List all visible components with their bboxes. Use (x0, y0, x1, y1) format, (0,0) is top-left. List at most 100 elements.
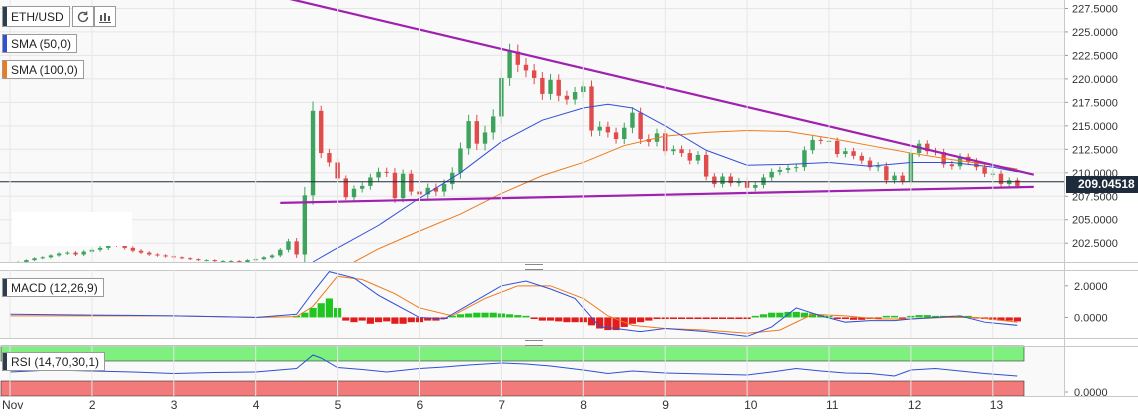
pane-resize-handle-1[interactable] (525, 264, 543, 270)
candle-body (572, 92, 578, 100)
candles-icon (99, 12, 111, 23)
macd-histogram-bar (718, 317, 727, 320)
time-tick-label: 8 (580, 398, 587, 412)
candle-body (376, 171, 381, 178)
last-price-value: 209.04518 (1078, 177, 1135, 191)
candle-body (957, 156, 963, 167)
rsi-swatch (3, 353, 7, 370)
sma100-line (353, 130, 1018, 263)
macd-text: MACD (12,26,9) (11, 280, 98, 295)
candle-body (40, 257, 45, 259)
macd-histogram-bar (563, 317, 571, 323)
candle-body (720, 176, 725, 185)
candle-body (679, 149, 684, 154)
macd-histogram-bar (686, 317, 694, 320)
candle-body (949, 164, 955, 167)
macd-histogram-bar (694, 317, 702, 320)
candle-body (613, 132, 619, 139)
candle-body (204, 260, 209, 262)
macd-histogram-bar (612, 317, 620, 331)
time-tick-label: 9 (662, 398, 669, 412)
price-pane-bg (0, 0, 1064, 262)
macd-label[interactable]: MACD (12,26,9) (2, 278, 104, 297)
macd-histogram-bar (301, 312, 309, 318)
sma100-label[interactable]: SMA (100,0) (2, 60, 84, 79)
macd-histogram-bar (628, 317, 637, 324)
candle-body (785, 168, 791, 170)
sma50-label[interactable]: SMA (50,0) (2, 34, 78, 53)
candle-body (892, 175, 897, 181)
macd-histogram-bar (358, 317, 366, 321)
candle-body (147, 252, 152, 255)
candle-body (310, 110, 316, 196)
candle-body (769, 171, 774, 178)
macd-histogram-bar (735, 317, 743, 320)
macd-histogram-bar (727, 317, 735, 320)
macd-pane[interactable]: 2.0000 0.0000 (0, 270, 1108, 338)
candle-body (851, 151, 856, 156)
candle-body (925, 143, 930, 152)
macd-histogram-bar (833, 317, 841, 320)
candle-body (777, 169, 783, 172)
candle-body (220, 261, 226, 263)
reload-button[interactable] (72, 6, 94, 27)
macd-histogram-bar (366, 317, 374, 324)
candle-body (834, 140, 840, 155)
rsi-text: RSI (14,70,30,1) (11, 354, 100, 369)
rsi-label[interactable]: RSI (14,70,30,1) (2, 352, 106, 371)
price-pane[interactable]: 227.5000 225.0000 222.5000 220.0000 217.5000… (0, 0, 1118, 263)
candle-body (24, 260, 29, 262)
candle-body (810, 139, 815, 151)
macd-histogram-bar (923, 315, 931, 318)
time-tick-label: 3 (171, 398, 178, 412)
candle-body (753, 184, 758, 188)
bar-type-button[interactable] (94, 6, 116, 27)
time-tick-label: 12 (908, 398, 922, 412)
macd-histogram-bar (964, 315, 972, 318)
macd-histogram-bar (751, 315, 759, 318)
rsi-pane[interactable]: 0.0000 (0, 345, 1108, 399)
time-tick-label: 4 (253, 398, 260, 412)
candle-body (671, 149, 676, 152)
macd-histogram-bar (997, 317, 1005, 321)
macd-histogram-bar (776, 312, 784, 318)
candle-body (269, 255, 275, 258)
candle-body (106, 244, 111, 248)
price-tick-label: 212.5000 (1072, 144, 1118, 156)
macd-histogram-bar (637, 317, 645, 323)
candle-body (278, 249, 283, 256)
candle-body (638, 112, 643, 139)
macd-histogram-bar (317, 303, 325, 318)
pane-resize-handle-2[interactable] (525, 340, 543, 346)
time-tick-label: Nov (2, 398, 23, 412)
macd-histogram-bar (792, 311, 800, 318)
macd-histogram-bar (931, 315, 940, 318)
price-tick-label: 205.0000 (1072, 215, 1118, 227)
candle-body (482, 132, 488, 144)
candle-body (548, 79, 553, 94)
macd-histogram-bar (309, 307, 317, 318)
macd-histogram-bar (391, 317, 399, 324)
candle-body (531, 70, 537, 78)
price-tick-label: 215.0000 (1072, 121, 1118, 133)
macd-histogram-bar (456, 314, 465, 318)
macd-tick-label: 2.0000 (1074, 281, 1108, 293)
candle-body (155, 254, 160, 256)
macd-histogram-bar (809, 313, 817, 318)
candle-body (97, 247, 103, 250)
macd-histogram-bar (710, 317, 718, 320)
macd-histogram-bar (505, 314, 514, 318)
macd-line (9, 271, 1018, 337)
macd-histogram-bar (448, 315, 456, 318)
symbol-label[interactable]: ETH/USD (2, 6, 70, 27)
candle-body (859, 155, 864, 161)
candle-body (998, 173, 1004, 185)
candle-body (212, 260, 217, 262)
candle-body (343, 178, 348, 198)
candle-body (507, 51, 512, 78)
sma50-swatch (3, 35, 7, 52)
candle-body (261, 257, 267, 260)
candle-body (974, 161, 979, 168)
